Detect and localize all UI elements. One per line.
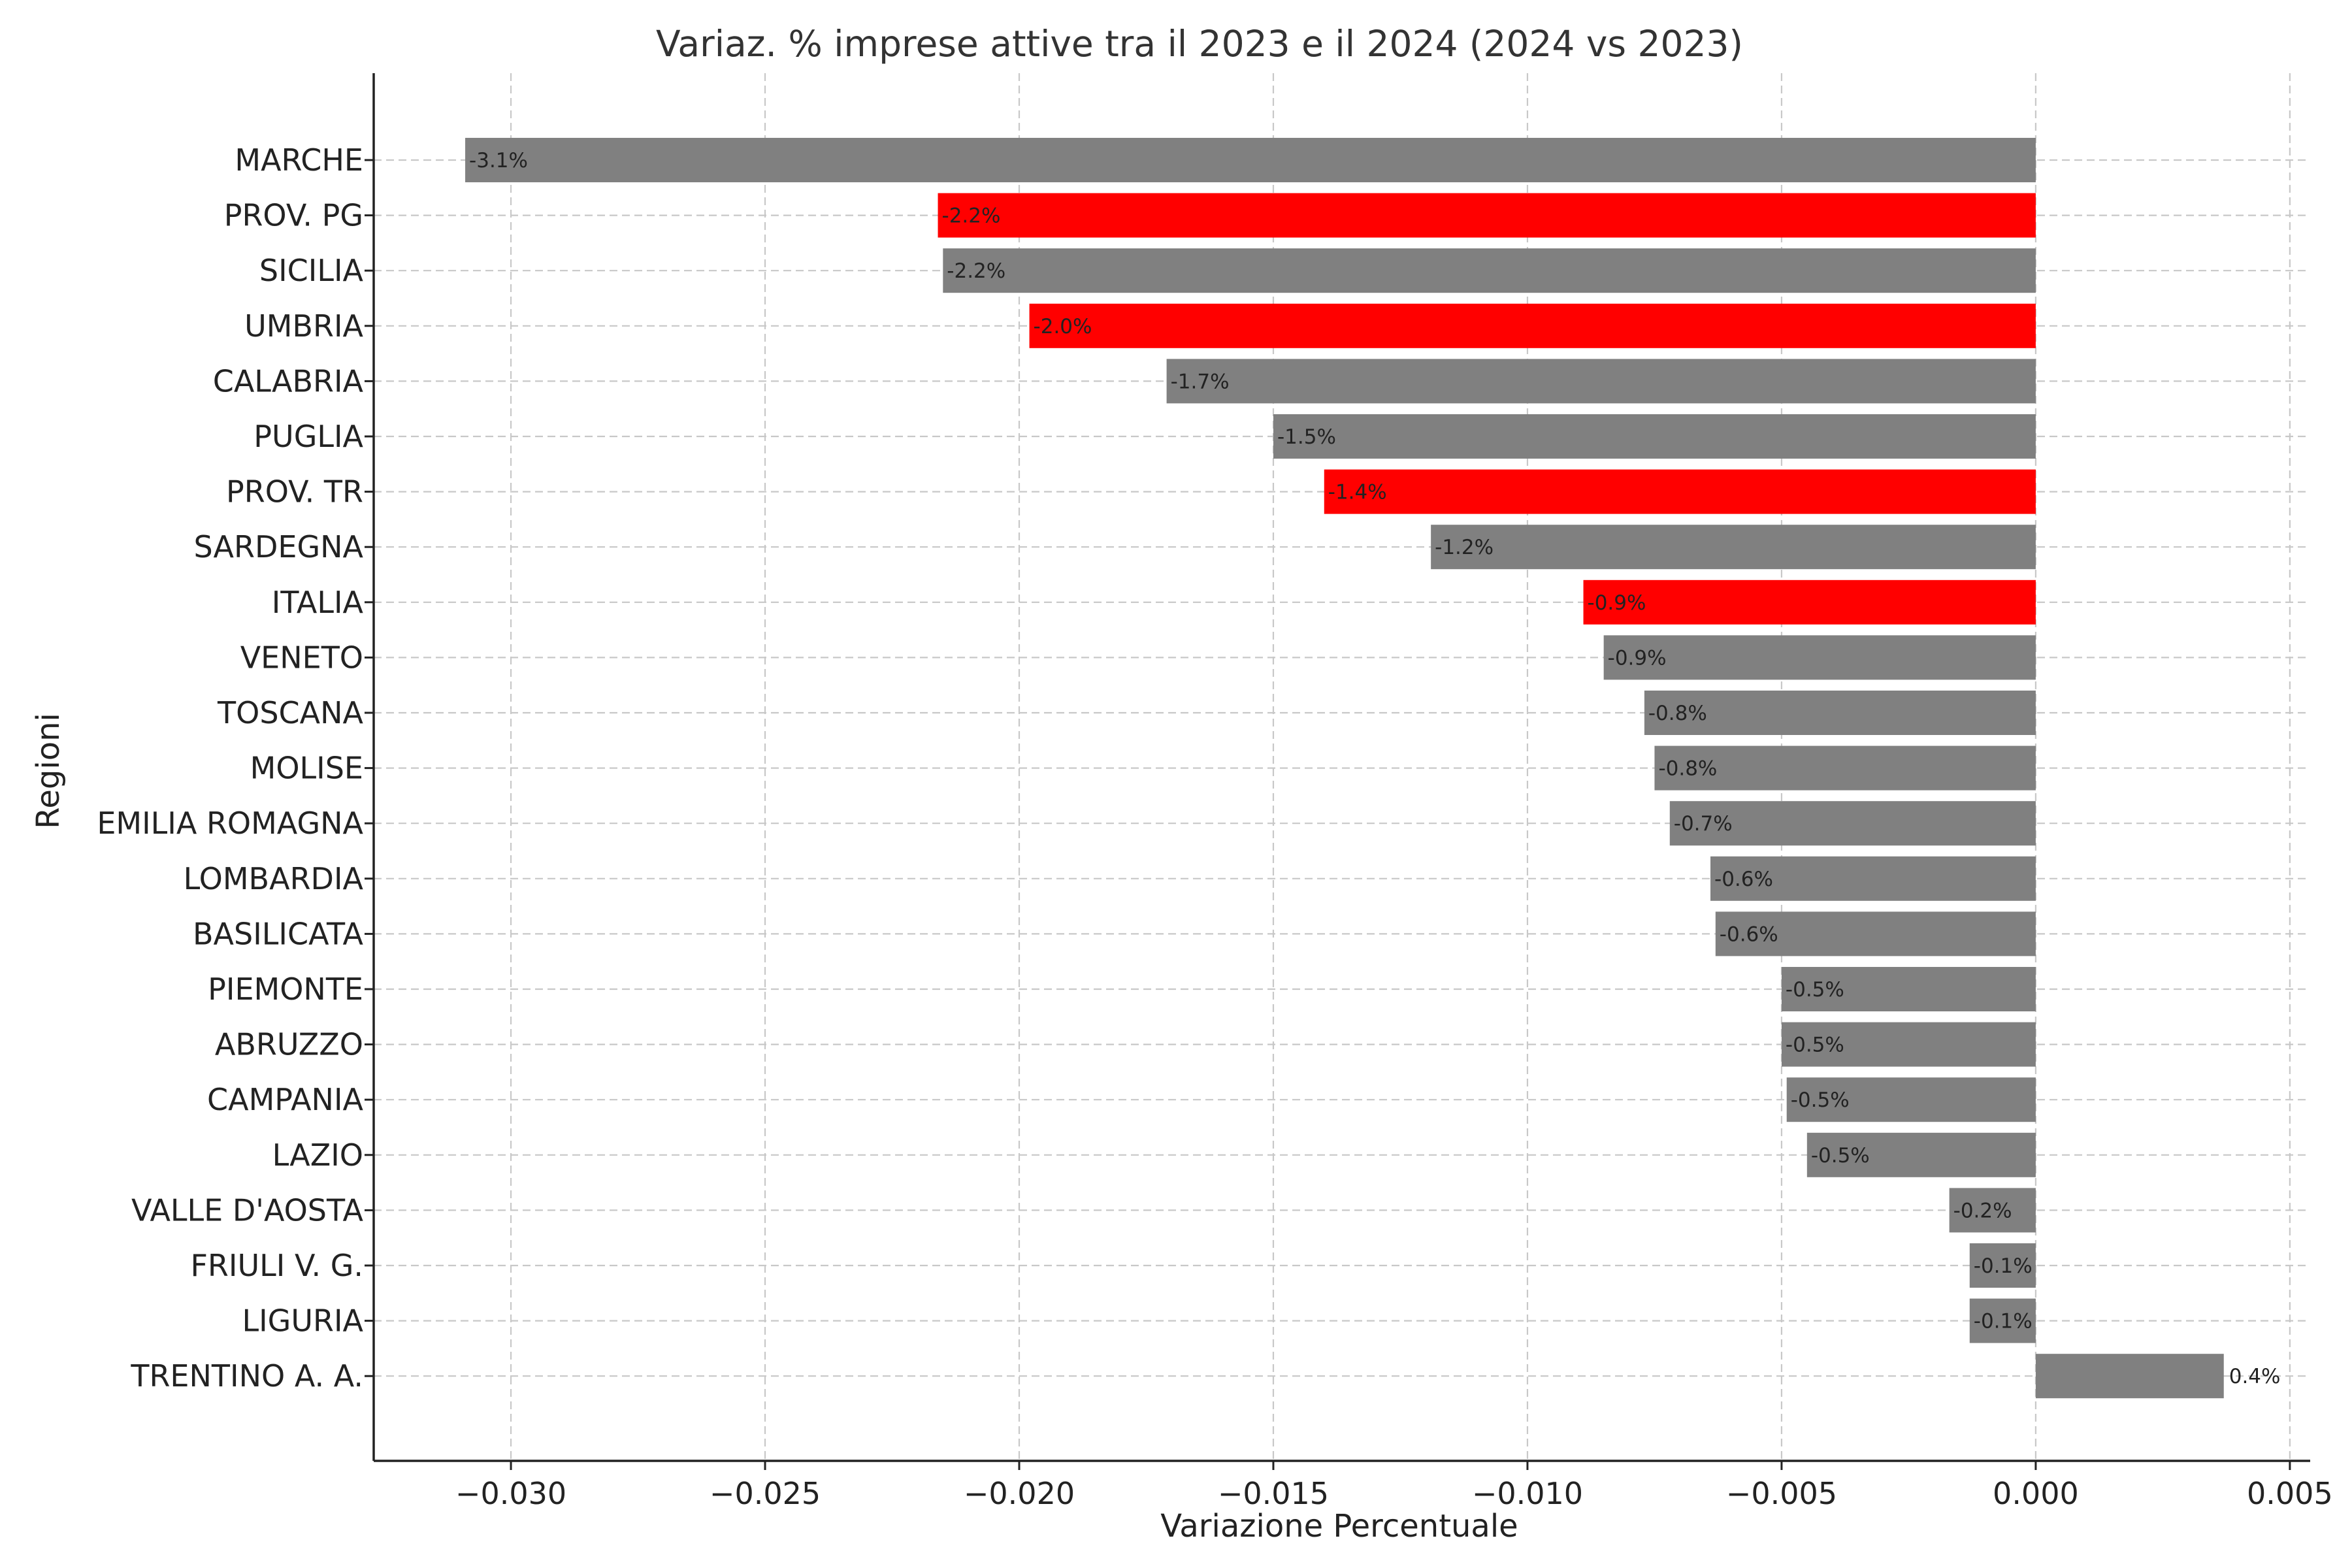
- y-tick-label: EMILIA ROMAGNA: [97, 806, 363, 841]
- bar-abruzzo: [1781, 1022, 2036, 1067]
- y-tick-label: ITALIA: [272, 585, 364, 620]
- y-tick-label: SICILIA: [259, 253, 364, 288]
- y-tick-label: LIGURIA: [242, 1303, 363, 1339]
- y-axis-title: Regioni: [30, 713, 67, 829]
- y-tick-label: PROV. TR: [226, 474, 363, 510]
- y-tick-label: UMBRIA: [244, 308, 363, 344]
- y-tick-label: LAZIO: [272, 1137, 363, 1173]
- bar-umbria: [1029, 303, 2036, 348]
- x-axis-ticks: −0.030 −0.025 −0.020 −0.015 −0.010 −0.005 0.00…: [455, 1461, 2333, 1511]
- data-label: -1.2%: [1435, 536, 1494, 559]
- data-label: -0.7%: [1674, 812, 1733, 836]
- bar-puglia: [1273, 414, 2036, 459]
- x-tick-label: −0.005: [1726, 1476, 1837, 1511]
- y-tick-label: PUGLIA: [253, 419, 363, 454]
- x-tick-label: −0.020: [964, 1476, 1075, 1511]
- x-tick-label: 0.005: [2247, 1476, 2333, 1511]
- y-tick-label: CAMPANIA: [207, 1082, 364, 1117]
- bar-friuli-v-g-: [1969, 1243, 2036, 1288]
- bar-prov-pg: [938, 193, 2036, 238]
- bar-italia: [1583, 580, 2036, 625]
- bars: [465, 138, 2224, 1399]
- x-tick-label: −0.015: [1218, 1476, 1329, 1511]
- data-label: -2.2%: [942, 204, 1001, 228]
- bar-valle-d-aosta: [1949, 1188, 2036, 1233]
- x-tick-label: −0.025: [710, 1476, 821, 1511]
- data-label: -2.0%: [1034, 315, 1092, 338]
- data-label: -0.5%: [1786, 978, 1844, 1002]
- bar-basilicata: [1715, 911, 2036, 956]
- chart-title: Variaz. % imprese attive tra il 2023 e i…: [656, 23, 1743, 65]
- bar-piemonte: [1781, 967, 2036, 1011]
- y-tick-label: CALABRIA: [213, 363, 364, 399]
- data-label: -0.5%: [1786, 1034, 1844, 1057]
- data-label: -0.5%: [1811, 1144, 1870, 1168]
- bar-veneto: [1603, 635, 2036, 680]
- data-label: -0.1%: [1974, 1310, 2033, 1333]
- data-label: 0.4%: [2229, 1365, 2281, 1388]
- bar-sicilia: [943, 248, 2036, 293]
- y-tick-label: VALLE D'AOSTA: [131, 1192, 364, 1228]
- x-tick-label: 0.000: [1993, 1476, 2079, 1511]
- data-label: -1.5%: [1277, 425, 1336, 449]
- y-tick-label: SARDEGNA: [194, 529, 364, 564]
- data-label: -0.6%: [1714, 868, 1773, 891]
- y-axis-ticks: MARCHE PROV. PG SICILIA UMBRIA CALABRIA PUGLI…: [97, 142, 374, 1394]
- data-label: -0.9%: [1588, 591, 1646, 615]
- y-tick-label: TOSCANA: [217, 695, 364, 730]
- data-label: -3.1%: [469, 149, 528, 172]
- data-label: -0.6%: [1720, 923, 1778, 946]
- data-label: -0.8%: [1658, 757, 1717, 781]
- data-label: -1.7%: [1171, 370, 1230, 393]
- y-tick-label: TRENTINO A. A.: [130, 1358, 363, 1394]
- y-tick-label: PROV. PG: [224, 198, 363, 233]
- y-tick-label: FRIULI V. G.: [190, 1248, 363, 1283]
- data-labels: -3.1% -2.2% -2.2% -2.0% -1.7% -1.5% -1.4% -1.2%…: [469, 149, 2280, 1388]
- data-label: -0.1%: [1974, 1254, 2033, 1278]
- bar-molise: [1654, 745, 2036, 791]
- x-axis-title: Variazione Percentuale: [1160, 1508, 1518, 1544]
- bar-emilia-romagna: [1669, 801, 2036, 846]
- data-label: -0.5%: [1791, 1088, 1850, 1112]
- bar-campania: [1786, 1077, 2036, 1122]
- y-tick-label: MARCHE: [235, 142, 363, 178]
- y-tick-label: ABRUZZO: [215, 1027, 363, 1062]
- x-tick-label: −0.010: [1472, 1476, 1583, 1511]
- data-label: -1.4%: [1328, 481, 1387, 504]
- bar-toscana: [1644, 691, 2036, 735]
- bar-liguria: [1969, 1298, 2036, 1343]
- bar-calabria: [1166, 359, 2036, 404]
- x-tick-label: −0.030: [455, 1476, 566, 1511]
- y-tick-label: VENETO: [240, 640, 363, 675]
- bar-marche: [465, 138, 2036, 182]
- bar-lombardia: [1710, 856, 2036, 901]
- bar-trentino-a-a-: [2035, 1354, 2224, 1399]
- data-label: -2.2%: [947, 259, 1005, 283]
- data-label: -0.2%: [1953, 1199, 2012, 1222]
- y-tick-label: MOLISE: [250, 751, 363, 786]
- data-label: -0.8%: [1648, 702, 1707, 725]
- y-tick-label: BASILICATA: [193, 916, 364, 951]
- data-label: -0.9%: [1608, 646, 1667, 670]
- y-tick-label: PIEMONTE: [208, 972, 363, 1007]
- y-tick-label: LOMBARDIA: [184, 861, 364, 896]
- bar-sardegna: [1431, 525, 2036, 570]
- bar-lazio: [1806, 1132, 2036, 1177]
- bar-prov-tr: [1324, 469, 2036, 514]
